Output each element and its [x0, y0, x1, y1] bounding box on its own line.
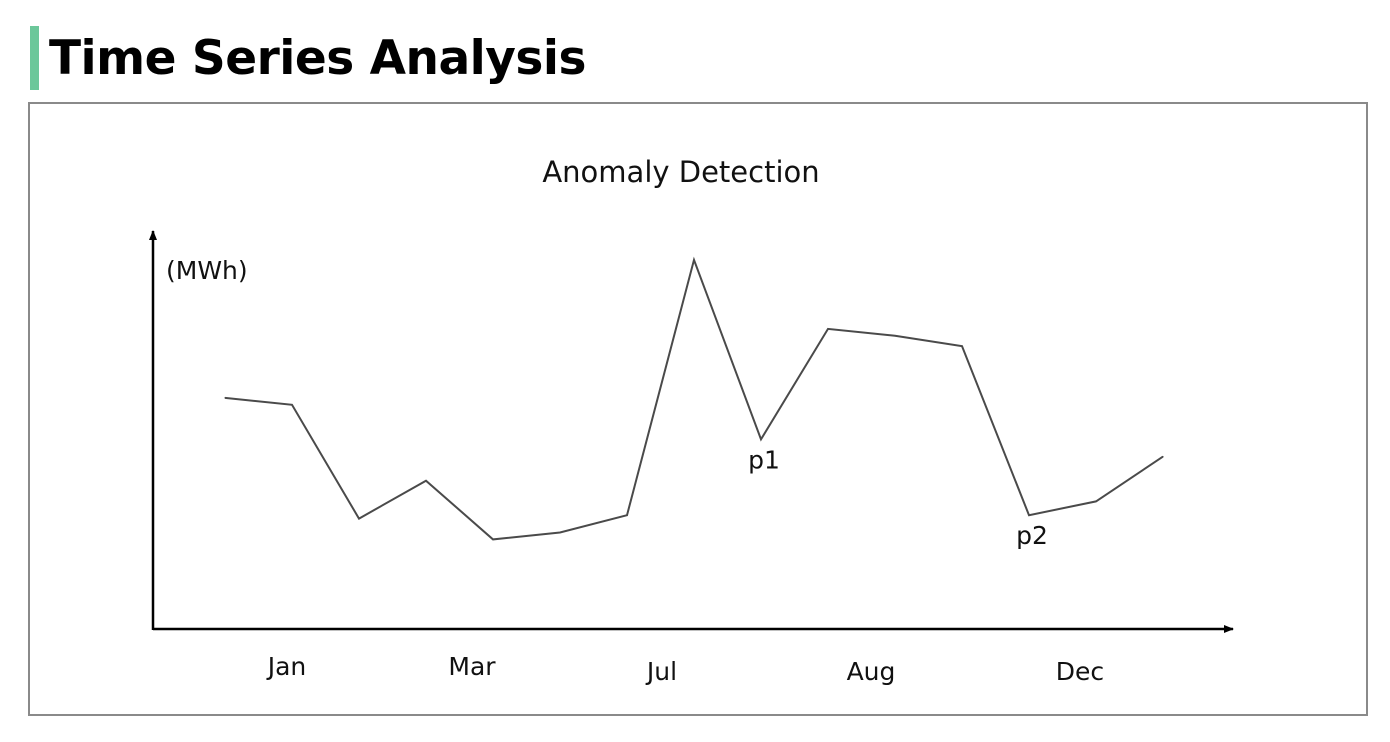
x-tick-label: Jul: [645, 657, 677, 686]
data-point: [358, 518, 360, 520]
data-point: [1028, 514, 1030, 516]
page-header: Time Series Analysis: [30, 26, 586, 90]
series-layer: [224, 256, 1164, 541]
data-point: [626, 514, 628, 516]
data-point: [224, 397, 226, 399]
anomaly-label: p2: [1016, 521, 1048, 550]
chart-title: Anomaly Detection: [542, 155, 819, 189]
anomaly-label: p1: [748, 445, 780, 474]
data-point: [291, 404, 293, 406]
series-line: [224, 256, 1164, 541]
annotation-layer: p1 p2: [748, 445, 1048, 550]
data-point: [693, 259, 695, 261]
data-point: [894, 335, 896, 337]
x-tick-label: Aug: [847, 657, 896, 686]
title-accent-bar: [30, 26, 39, 90]
x-tick-label: Jan: [266, 652, 307, 681]
data-point: [492, 538, 494, 540]
x-tick-label: Dec: [1056, 657, 1104, 686]
data-point: [425, 480, 427, 482]
x-tick-labels: Jan Mar Jul Aug Dec: [266, 652, 1104, 686]
data-point: [760, 438, 762, 440]
data-point: [1095, 500, 1097, 502]
data-point: [961, 345, 963, 347]
x-tick-label: Mar: [448, 652, 496, 681]
chart-frame: [28, 102, 1368, 716]
y-axis-label: (MWh): [166, 256, 248, 285]
page-title: Time Series Analysis: [49, 30, 586, 86]
data-point: [827, 328, 829, 330]
data-point: [1162, 455, 1164, 458]
data-point: [559, 531, 561, 534]
